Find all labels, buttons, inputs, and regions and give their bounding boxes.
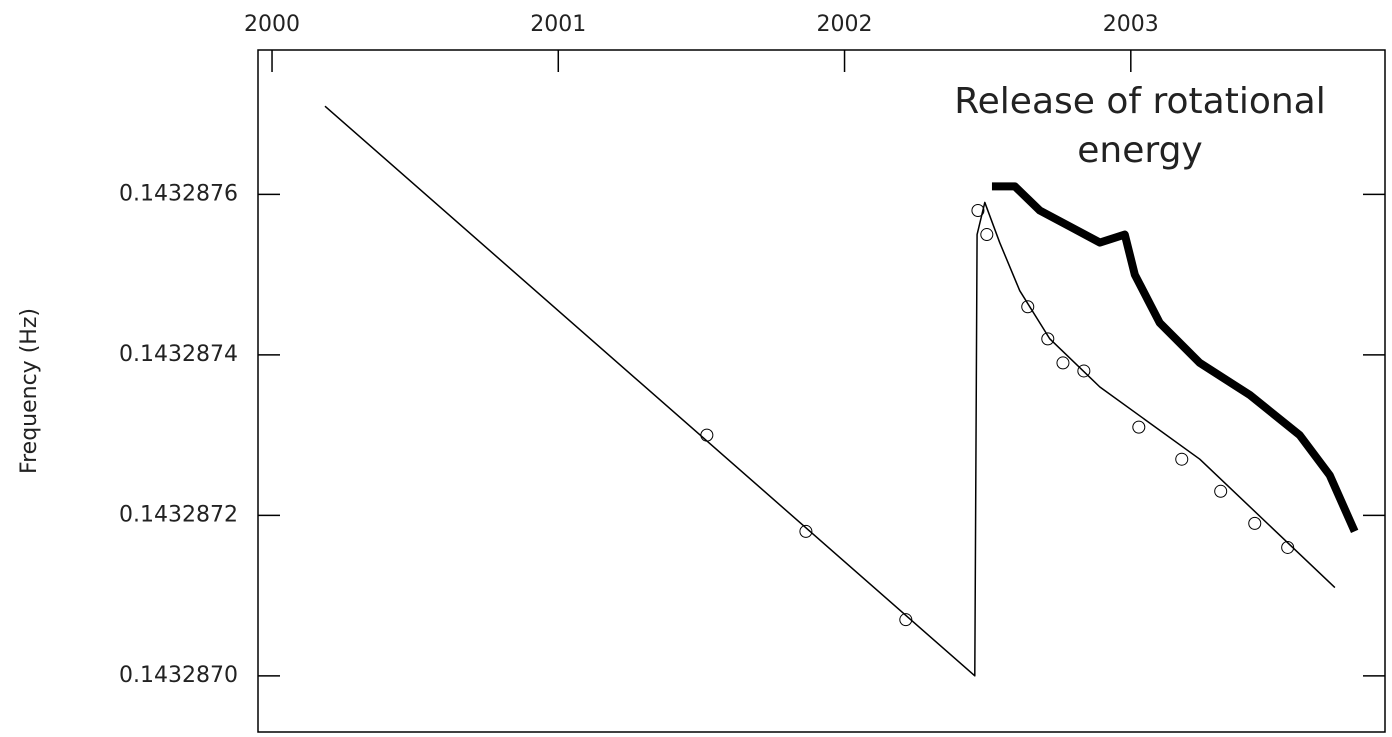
marker (971, 203, 985, 217)
marker (1214, 484, 1228, 498)
y-tick-label: 0.1432870 (119, 663, 238, 688)
annotation: Release of rotational (954, 81, 1325, 122)
marker (700, 428, 714, 442)
annotation: energy (1077, 130, 1202, 171)
marker (980, 228, 994, 242)
x-tick-label: 2000 (244, 12, 300, 37)
plot-frame (257, 49, 1386, 733)
marker (899, 613, 913, 627)
line (324, 105, 1336, 677)
y-tick-label: 0.1432872 (119, 502, 238, 527)
marker (1056, 356, 1070, 370)
y-tick-label: 0.1432874 (119, 342, 238, 367)
marker (1077, 364, 1091, 378)
marker (1021, 300, 1035, 314)
y-axis-label: Frequency (Hz) (17, 308, 42, 474)
x-tick-label: 2002 (817, 12, 873, 37)
y-tick-label: 0.1432876 (119, 181, 238, 206)
marker (799, 524, 813, 538)
marker (1281, 540, 1295, 554)
marker (1248, 516, 1262, 530)
marker (1132, 420, 1146, 434)
marker (1041, 332, 1055, 346)
x-tick-label: 2003 (1103, 12, 1159, 37)
line (991, 182, 1359, 534)
x-tick-label: 2001 (530, 12, 586, 37)
marker (1175, 452, 1189, 466)
